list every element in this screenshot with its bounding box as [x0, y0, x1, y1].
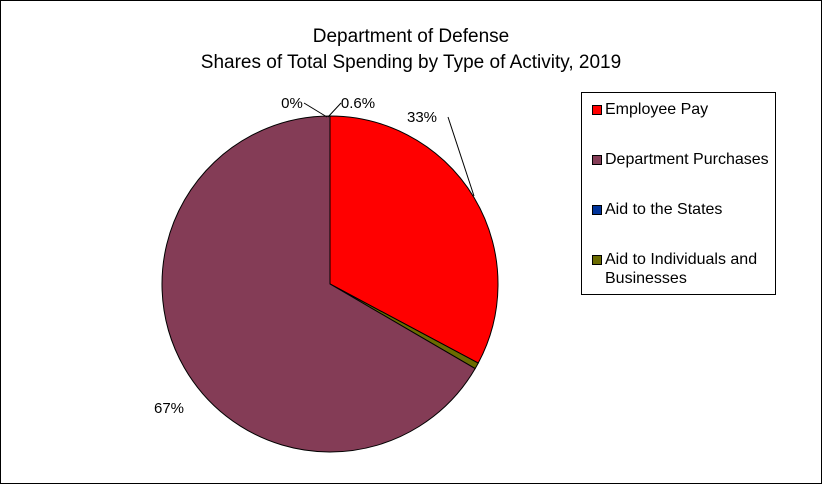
data-label-aid-to-individuals-and-businesses: 0.6% — [341, 95, 375, 112]
data-label-employee-pay: 33% — [407, 109, 437, 126]
chart-title: Department of Defense — [312, 26, 510, 47]
pie-slice-employee-pay — [329, 115, 499, 364]
chart-subtitle: Shares of Total Spending by Type of Acti… — [200, 52, 622, 73]
legend-swatch-aid-to-individuals — [592, 255, 602, 265]
pie-slice-department-purchases — [161, 115, 476, 453]
chart-title-block: Department of Defense Shares of Total Sp… — [0, 24, 822, 76]
pie-slices — [161, 115, 499, 453]
legend-swatch-employee-pay — [592, 105, 602, 115]
legend-label-aid-to-individuals-line1: Aid to Individuals and — [605, 251, 758, 268]
legend-label-aid-to-the-states: Aid to the States — [605, 201, 723, 218]
leader-line-employee-pay — [447, 116, 475, 197]
legend: Employee Pay Department Purchases Aid to… — [581, 92, 776, 295]
data-label-department-purchases: 67% — [154, 400, 184, 417]
leader-line-aid-to-individuals-and-businesses — [327, 102, 342, 118]
legend-label-employee-pay: Employee Pay — [605, 101, 709, 118]
legend-swatch-department-purchases — [592, 155, 602, 165]
legend-label-aid-to-individuals-line2: Businesses — [605, 270, 687, 287]
legend-swatch-aid-to-the-states — [592, 205, 602, 215]
legend-label-department-purchases: Department Purchases — [605, 151, 769, 168]
data-label-aid-to-the-states: 0% — [281, 95, 303, 112]
data-labels: 33% 0% 0.6% 67% — [154, 95, 437, 417]
leader-line-aid-to-the-states — [303, 102, 328, 118]
leader-lines — [303, 102, 475, 197]
